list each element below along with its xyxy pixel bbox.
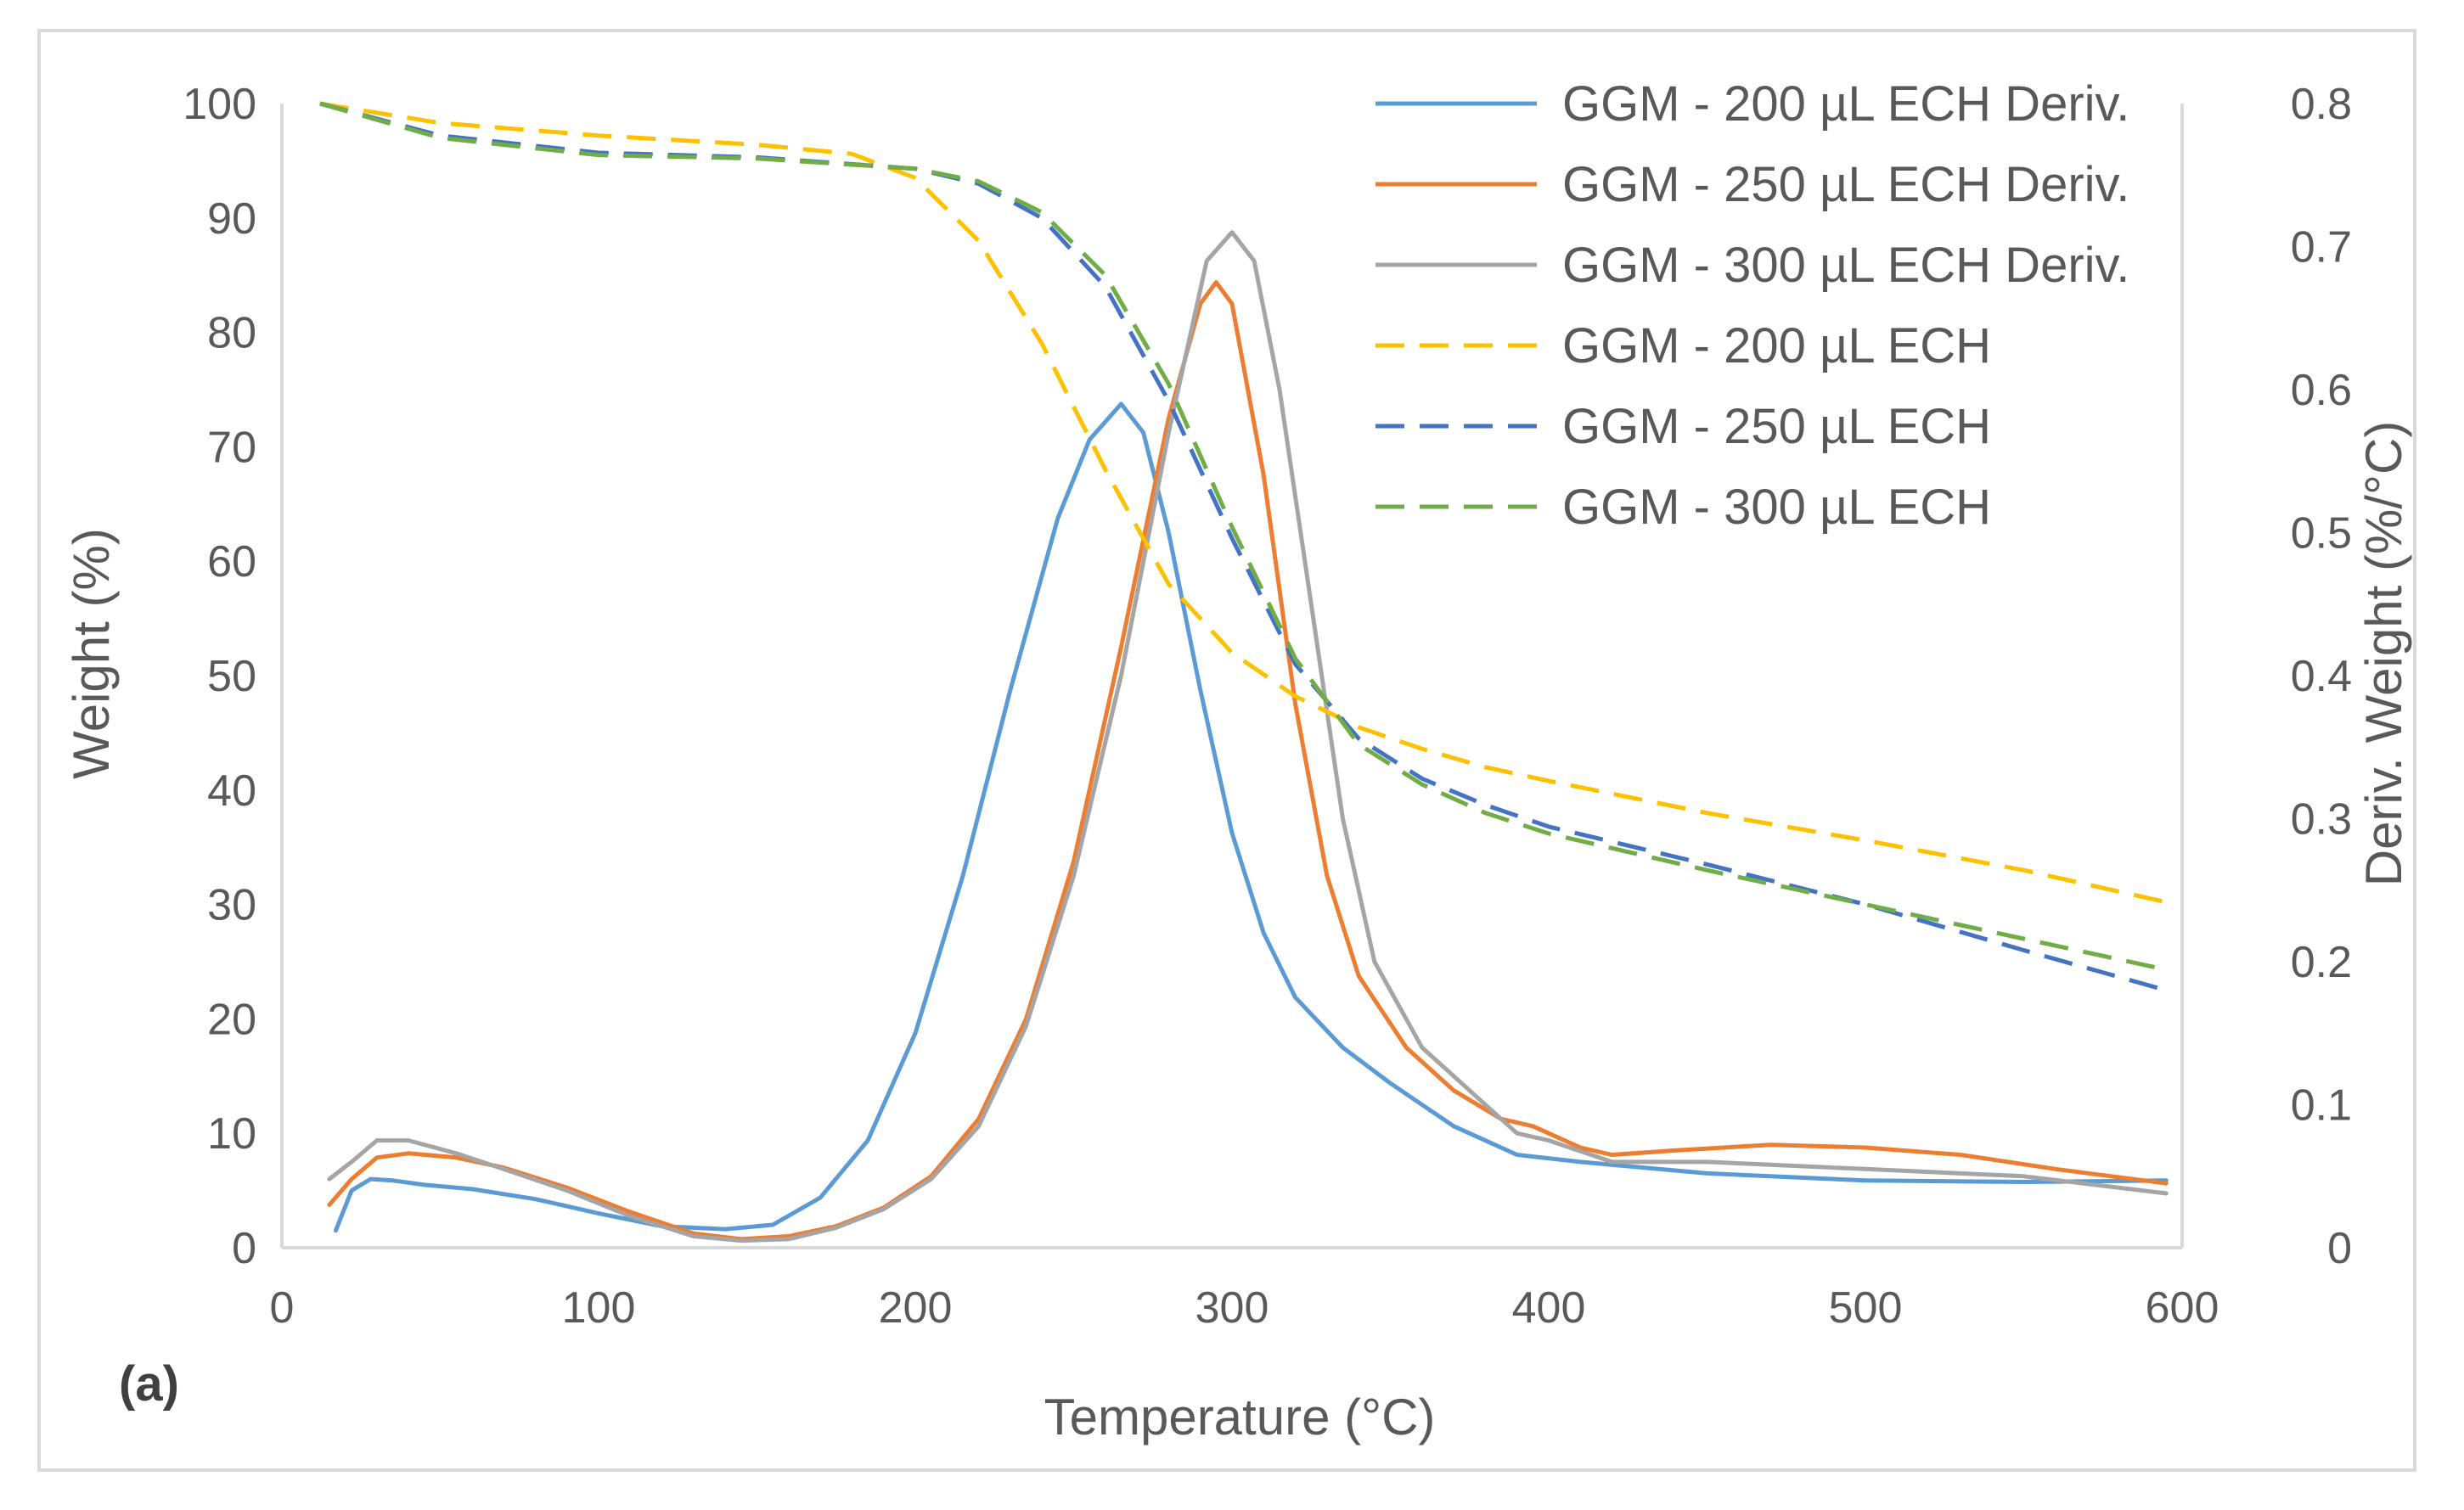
x-tick-label: 100 xyxy=(562,1283,636,1333)
y-tick-label: 60 xyxy=(207,537,256,587)
legend-label-4: GGM - 200 µL ECH xyxy=(1562,318,1991,373)
legend-label-6: GGM - 300 µL ECH xyxy=(1562,480,1991,535)
y-tick-label: 10 xyxy=(207,1109,256,1159)
y2-tick-label: 0.7 xyxy=(2291,223,2352,272)
series-line-4 xyxy=(319,101,2167,905)
legend-label-3: GGM - 300 µL ECH Deriv. xyxy=(1562,238,2129,293)
y-tick-label: 0 xyxy=(232,1224,256,1273)
y2-tick-label: 0 xyxy=(2327,1224,2352,1273)
y2-tick-label: 0.3 xyxy=(2291,795,2352,845)
y2-tick-label: 0.6 xyxy=(2291,366,2352,415)
y-tick-label: 90 xyxy=(207,194,256,244)
x-tick-label: 200 xyxy=(879,1283,953,1333)
x-tick-label: 0 xyxy=(270,1283,295,1333)
y2-axis-title: Deriv. Weight (%/°C) xyxy=(2355,421,2412,887)
y-tick-label: 30 xyxy=(207,881,256,930)
x-tick-label: 600 xyxy=(2146,1283,2219,1333)
x-tick-label: 300 xyxy=(1195,1283,1269,1333)
legend-label-2: GGM - 250 µL ECH Deriv. xyxy=(1562,157,2129,212)
legend: GGM - 200 µL ECH Deriv. GGM - 250 µL ECH … xyxy=(1375,76,2129,535)
panel-label: (a) xyxy=(119,1356,179,1412)
legend-label-5: GGM - 250 µL ECH xyxy=(1562,399,1991,454)
y-tick-label: 40 xyxy=(207,766,256,816)
series-line-1 xyxy=(333,401,2169,1233)
x-tick-label: 400 xyxy=(1512,1283,1586,1333)
axes: 0 100 200 300 400 500 600 0 10 20 30 40 50 60 70 80 90 10… xyxy=(183,80,2352,1333)
y-tick-label: 70 xyxy=(207,423,256,472)
series-layer xyxy=(319,101,2169,1243)
y2-tick-label: 0.1 xyxy=(2291,1081,2352,1131)
chart-frame xyxy=(37,29,2416,1472)
series-line-6 xyxy=(319,101,2167,972)
y2-tick-label: 0.8 xyxy=(2291,80,2352,129)
legend-label-1: GGM - 200 µL ECH Deriv. xyxy=(1562,76,2129,132)
y2-tick-label: 0.4 xyxy=(2291,652,2352,701)
y-tick-label: 100 xyxy=(183,80,256,129)
y-tick-label: 80 xyxy=(207,309,256,358)
y-axis-title: Weight (%) xyxy=(63,528,120,779)
y-tick-label: 20 xyxy=(207,995,256,1044)
x-tick-label: 500 xyxy=(1829,1283,1903,1333)
x-axis-title: Temperature (°C) xyxy=(1044,1389,1436,1445)
series-line-2 xyxy=(327,280,2169,1242)
y-tick-label: 50 xyxy=(207,652,256,701)
series-line-3 xyxy=(327,230,2169,1243)
y2-tick-label: 0.5 xyxy=(2291,509,2352,559)
y2-tick-label: 0.2 xyxy=(2291,938,2352,987)
